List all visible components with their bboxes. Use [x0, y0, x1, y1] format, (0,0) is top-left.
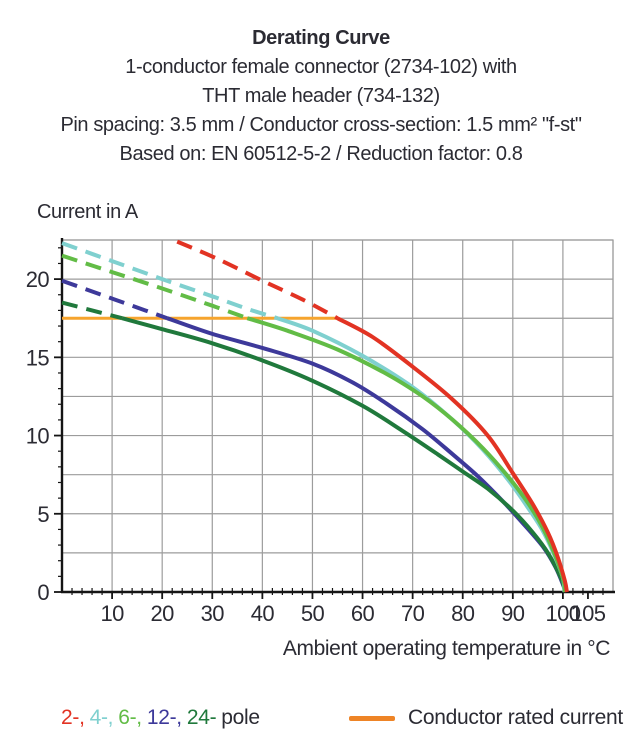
x-tick-label-50: 50 — [301, 601, 325, 626]
chart-subtitle-3: Pin spacing: 3.5 mm / Conductor cross-se… — [60, 114, 582, 136]
legend-pole-suffix: pole — [221, 706, 260, 729]
rated-current-line-icon — [349, 715, 395, 721]
legend-pole-24: 24- — [186, 706, 217, 729]
legend: 2-, 4-, 6-, 12-, 24- pole Conductor rate… — [0, 698, 642, 738]
legend-pole-12: 12-, — [146, 706, 182, 729]
plot-frame — [61, 239, 614, 593]
curves-group — [61, 239, 569, 593]
curve-12-pole-dashed — [61, 278, 168, 321]
y-tick-label-10: 10 — [26, 424, 50, 449]
derating-chart: 10 20 30 40 50 60 70 80 90 100 105 0 5 10 15 20 Ambient … — [0, 225, 642, 695]
legend-pole-4: 4-, — [89, 706, 114, 729]
legend-rated-current-label: Conductor rated current — [408, 706, 623, 729]
x-tick-label-80: 80 — [451, 601, 475, 626]
chart-subtitle-1: 1-conductor female connector (2734-102) … — [125, 56, 517, 78]
x-tick-label-90: 90 — [501, 601, 525, 626]
curve-2-pole-dashed — [176, 239, 339, 320]
chart-title: Derating Curve — [252, 27, 390, 49]
curve-6-pole-dashed — [61, 253, 248, 321]
curve-4-pole-solid — [276, 316, 567, 593]
chart-header: Derating Curve 1-conductor female connec… — [0, 24, 642, 169]
y-tick-label-5: 5 — [37, 502, 49, 527]
curve-24-pole-solid — [121, 316, 568, 593]
curve-4-pole-dashed — [61, 241, 278, 321]
x-tick-label-30: 30 — [201, 601, 225, 626]
x-tick-label-60: 60 — [351, 601, 375, 626]
y-tick-label-15: 15 — [26, 345, 50, 370]
legend-pole-counts: 2-, 4-, 6-, 12-, 24- pole — [61, 698, 265, 738]
curve-2-pole-solid — [336, 316, 569, 593]
x-tick-label-10: 10 — [100, 601, 124, 626]
y-tick-label-20: 20 — [26, 267, 50, 292]
x-tick-label-105: 105 — [571, 601, 606, 626]
legend-pole-2: 2-, — [61, 706, 85, 729]
y-tick-label-0: 0 — [37, 580, 49, 605]
legend-rated-current: Conductor rated current — [349, 698, 623, 738]
legend-pole-6: 6-, — [118, 706, 142, 729]
x-tick-label-40: 40 — [251, 601, 275, 626]
x-tick-label-70: 70 — [401, 601, 425, 626]
curve-24-pole-dashed — [61, 300, 123, 321]
y-axis-title: Current in A — [37, 201, 138, 223]
chart-subtitle-4: Based on: EN 60512-5-2 / Reduction facto… — [119, 143, 523, 165]
x-axis-title: Ambient operating temperature in °C — [283, 637, 610, 660]
x-tick-label-100: 100 — [545, 601, 580, 626]
x-tick-label-20: 20 — [151, 601, 175, 626]
chart-subtitle-2: THT male header (734-132) — [202, 85, 440, 107]
